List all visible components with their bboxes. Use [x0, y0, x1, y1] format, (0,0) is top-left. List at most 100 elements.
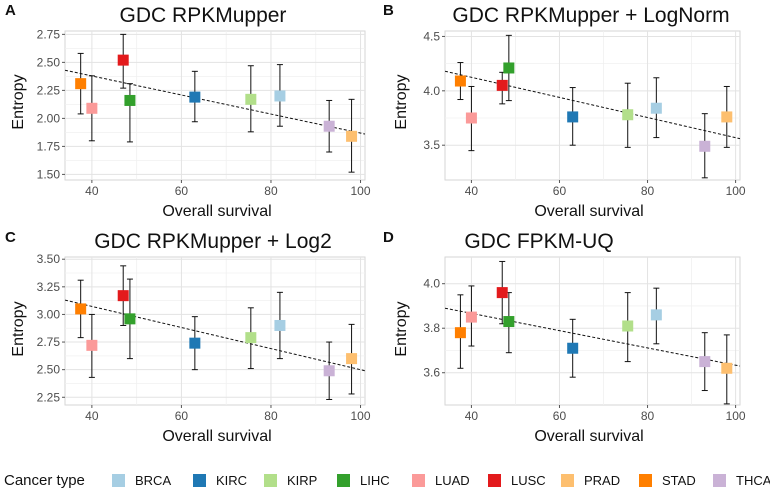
panel-a-point-kirc — [189, 91, 201, 103]
panel-b-x-axis-title: Overall survival — [534, 203, 643, 220]
panel-c-title: GDC RPKMupper + Log2 — [94, 230, 332, 253]
panel-a-y-tick-label: 2.25 — [37, 83, 61, 97]
panel-b-point-lusc — [496, 79, 508, 91]
panel-a-point-prad — [346, 130, 358, 142]
panel-a-point-kirp — [245, 93, 257, 105]
panel-d-title: GDC FPKM-UQ — [464, 230, 613, 253]
legend-swatch-prad — [561, 474, 574, 487]
panel-a-trend-line — [65, 69, 365, 135]
legend-label-lihc: LIHC — [360, 473, 390, 488]
panel-a-x-tick-label: 60 — [175, 184, 189, 198]
panel-c-point-brca — [274, 319, 286, 331]
panel-c-point-kirp — [245, 332, 257, 344]
panel-d-point-lusc — [496, 287, 508, 299]
panel-c-point-lusc — [117, 290, 129, 302]
panel-d-point-lihc — [503, 316, 515, 328]
panel-d-x-axis-title: Overall survival — [534, 428, 643, 445]
panel-letter-a: A — [5, 2, 16, 19]
legend-swatch-brca — [112, 474, 125, 487]
panel-d-trend-line — [445, 307, 740, 367]
legend-swatch-kirp — [264, 474, 277, 487]
panel-a-point-brca — [274, 90, 286, 102]
legend: Cancer type BRCA KIRC KIRP LIHC LUAD LUSC PRAD… — [4, 472, 770, 489]
panel-a-point-thca — [323, 120, 335, 132]
panel-c-x-axis-title: Overall survival — [162, 428, 271, 445]
panel-c-trend-line — [65, 299, 365, 372]
panel-b-x-tick-label: 40 — [465, 184, 479, 198]
panel-d-plot-area — [444, 256, 741, 406]
panel-d-y-tick-label: 4.0 — [423, 277, 440, 291]
panel-b-point-luad — [465, 112, 477, 124]
panel-a-y-tick-label: 2.75 — [37, 27, 61, 41]
panel-d-point-luad — [465, 311, 477, 323]
panel-c-point-stad — [75, 303, 87, 315]
panel-c-y-tick-label: 2.25 — [37, 390, 61, 404]
panel-d-point-stad — [454, 327, 466, 339]
panel-c-x-tick-label: 60 — [175, 409, 189, 423]
panel-c-x-tick-label: 40 — [85, 409, 99, 423]
panel-b-title: GDC RPKMupper + LogNorm — [452, 4, 729, 27]
panel-c-x-tick-label: 100 — [351, 409, 371, 423]
panel-a-x-tick-label: 40 — [85, 184, 99, 198]
legend-label-prad: PRAD — [584, 473, 620, 488]
panel-b: B GDC RPKMupper + LogNorm Entropy Overal… — [383, 2, 746, 220]
legend-label-lusc: LUSC — [511, 473, 546, 488]
panel-d-point-brca — [650, 309, 662, 321]
panel-a-y-tick-label: 1.75 — [37, 139, 61, 153]
panel-c-point-lihc — [124, 313, 136, 325]
panel-c-y-tick-label: 3.50 — [37, 252, 61, 266]
panel-b-y-tick-label: 4.0 — [423, 84, 440, 98]
panel-a-point-lihc — [124, 94, 136, 106]
legend-swatch-luad — [412, 474, 425, 487]
panel-a-y-tick-label: 2.00 — [37, 111, 61, 125]
panel-letter-d: D — [383, 229, 394, 246]
panel-c-y-tick-label: 3.00 — [37, 307, 61, 321]
panel-a-point-stad — [75, 78, 87, 90]
panel-c-point-thca — [323, 365, 335, 377]
panel-c-point-prad — [346, 353, 358, 365]
panel-b-point-brca — [650, 102, 662, 114]
panel-c-point-luad — [86, 339, 98, 351]
panel-d-x-tick-label: 40 — [465, 409, 479, 423]
legend-label-thca: THCA — [736, 473, 770, 488]
panel-a-y-tick-label: 1.50 — [37, 167, 61, 181]
panel-c-y-tick-label: 3.25 — [37, 280, 61, 294]
panel-a-plot-area — [64, 30, 366, 181]
panel-a-point-lusc — [117, 54, 129, 66]
legend-title: Cancer type — [4, 472, 85, 489]
panel-b-trend-line — [445, 70, 740, 140]
panel-b-x-tick-label: 100 — [726, 184, 746, 198]
panel-a-title: GDC RPKMupper — [120, 4, 287, 27]
panel-b-point-stad — [454, 75, 466, 87]
panel-a-x-axis-title: Overall survival — [162, 203, 271, 220]
panel-d-x-tick-label: 80 — [641, 409, 655, 423]
legend-label-stad: STAD — [662, 473, 696, 488]
panel-a-y-axis-title: Entropy — [10, 74, 27, 129]
legend-label-brca: BRCA — [135, 473, 171, 488]
panel-d-x-tick-label: 100 — [726, 409, 746, 423]
panel-d-y-tick-label: 3.8 — [423, 321, 440, 335]
legend-swatch-stad — [639, 474, 652, 487]
legend-swatch-lihc — [337, 474, 350, 487]
panel-b-y-axis-title: Entropy — [393, 74, 410, 129]
panel-c: C GDC RPKMupper + Log2 Entropy Overall s… — [5, 229, 371, 445]
panel-b-x-tick-label: 60 — [553, 184, 567, 198]
panel-d-point-prad — [721, 362, 733, 374]
panel-d-y-tick-label: 3.6 — [423, 366, 440, 380]
legend-label-kirc: KIRC — [216, 473, 247, 488]
panel-d: D GDC FPKM-UQ Entropy Overall survival 4… — [383, 229, 746, 445]
panel-b-y-tick-label: 4.5 — [423, 29, 440, 43]
panel-c-point-kirc — [189, 337, 201, 349]
panel-c-plot-area — [64, 256, 366, 406]
panel-letter-c: C — [5, 229, 16, 246]
panel-a-point-luad — [86, 102, 98, 114]
panel-c-y-axis-title: Entropy — [10, 301, 27, 356]
panel-c-y-tick-label: 2.75 — [37, 335, 61, 349]
panel-d-point-thca — [699, 356, 711, 368]
legend-swatch-thca — [713, 474, 726, 487]
panel-b-point-kirc — [567, 111, 579, 123]
panel-a-x-tick-label: 80 — [264, 184, 278, 198]
panel-b-y-tick-label: 3.5 — [423, 138, 440, 152]
panel-b-point-kirp — [622, 109, 634, 121]
